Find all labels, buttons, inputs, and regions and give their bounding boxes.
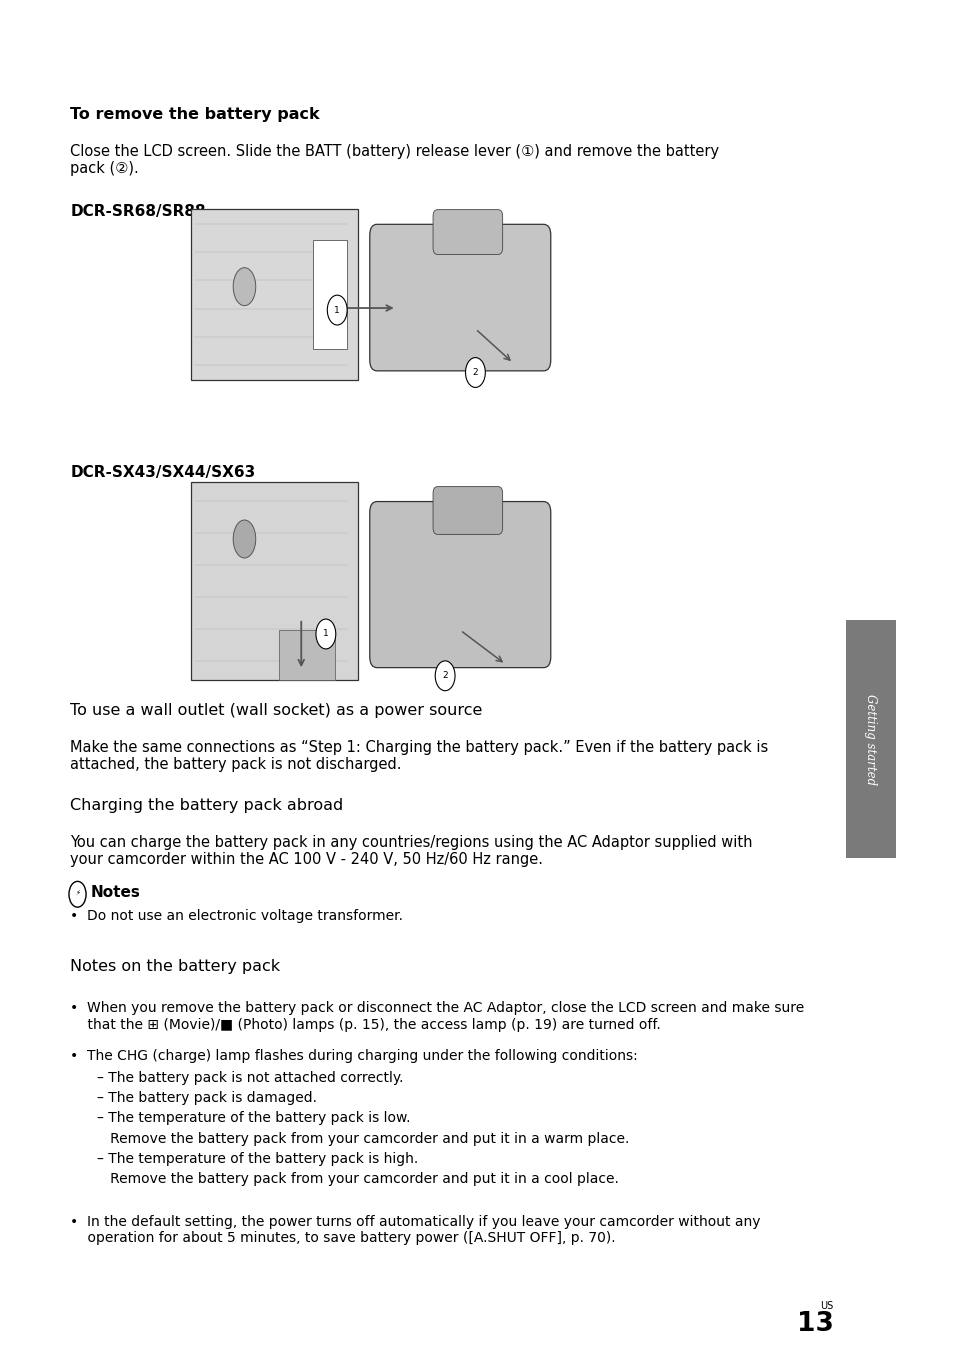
- Text: 1: 1: [323, 630, 329, 639]
- FancyBboxPatch shape: [313, 240, 346, 349]
- FancyBboxPatch shape: [278, 630, 335, 680]
- Text: ⚡: ⚡: [75, 890, 80, 896]
- Text: Charging the battery pack abroad: Charging the battery pack abroad: [71, 798, 343, 813]
- FancyBboxPatch shape: [370, 502, 550, 668]
- Text: 13: 13: [796, 1311, 833, 1337]
- Text: 1: 1: [334, 305, 339, 315]
- Text: You can charge the battery pack in any countries/regions using the AC Adaptor su: You can charge the battery pack in any c…: [71, 835, 752, 867]
- Text: – The battery pack is not attached correctly.: – The battery pack is not attached corre…: [97, 1071, 403, 1084]
- Text: US: US: [820, 1301, 833, 1311]
- Text: DCR-SR68/SR88: DCR-SR68/SR88: [71, 204, 206, 218]
- Text: Getting started: Getting started: [863, 693, 877, 786]
- Text: •  When you remove the battery pack or disconnect the AC Adaptor, close the LCD : • When you remove the battery pack or di…: [71, 1001, 803, 1031]
- Circle shape: [315, 619, 335, 649]
- Text: Remove the battery pack from your camcorder and put it in a cool place.: Remove the battery pack from your camcor…: [97, 1172, 618, 1186]
- Text: Close the LCD screen. Slide the BATT (battery) release lever (①) and remove the : Close the LCD screen. Slide the BATT (ba…: [71, 144, 719, 176]
- FancyBboxPatch shape: [844, 620, 895, 858]
- Text: •  In the default setting, the power turns off automatically if you leave your c: • In the default setting, the power turn…: [71, 1215, 760, 1244]
- Text: Notes: Notes: [91, 885, 141, 900]
- Circle shape: [465, 358, 485, 388]
- Text: Make the same connections as “Step 1: Charging the battery pack.” Even if the ba: Make the same connections as “Step 1: Ch…: [71, 740, 768, 772]
- Text: – The battery pack is damaged.: – The battery pack is damaged.: [97, 1091, 317, 1105]
- Circle shape: [327, 296, 347, 326]
- Text: DCR-SX43/SX44/SX63: DCR-SX43/SX44/SX63: [71, 465, 255, 480]
- Text: To use a wall outlet (wall socket) as a power source: To use a wall outlet (wall socket) as a …: [71, 703, 482, 718]
- FancyBboxPatch shape: [433, 487, 502, 535]
- FancyBboxPatch shape: [192, 482, 357, 680]
- FancyBboxPatch shape: [433, 209, 502, 255]
- FancyBboxPatch shape: [192, 209, 357, 380]
- Text: – The temperature of the battery pack is high.: – The temperature of the battery pack is…: [97, 1152, 418, 1166]
- Text: – The temperature of the battery pack is low.: – The temperature of the battery pack is…: [97, 1111, 411, 1125]
- Text: •  Do not use an electronic voltage transformer.: • Do not use an electronic voltage trans…: [71, 909, 403, 923]
- Circle shape: [435, 661, 455, 691]
- Text: •  The CHG (charge) lamp flashes during charging under the following conditions:: • The CHG (charge) lamp flashes during c…: [71, 1049, 638, 1063]
- Ellipse shape: [233, 520, 255, 558]
- Ellipse shape: [233, 267, 255, 305]
- Text: 2: 2: [442, 672, 448, 680]
- Text: To remove the battery pack: To remove the battery pack: [71, 107, 319, 122]
- Text: 2: 2: [472, 368, 477, 377]
- Text: Notes on the battery pack: Notes on the battery pack: [71, 959, 280, 974]
- FancyBboxPatch shape: [370, 224, 550, 370]
- Text: Remove the battery pack from your camcorder and put it in a warm place.: Remove the battery pack from your camcor…: [97, 1132, 629, 1145]
